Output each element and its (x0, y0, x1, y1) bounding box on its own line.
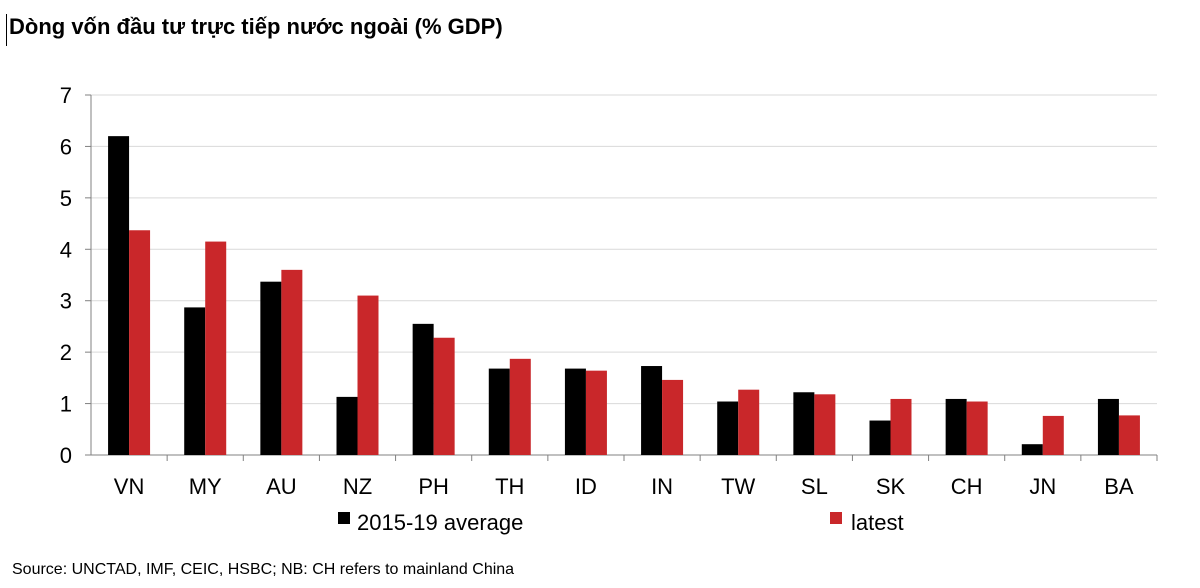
y-tick-label: 0 (60, 443, 72, 468)
bar-avg-id (564, 368, 586, 455)
bar-latest-th (509, 358, 531, 455)
x-axis-tick-labels: VN MY AU NZ PH TH ID IN TW SL SK CH JN BA (114, 474, 1134, 499)
bar-avg-th (488, 368, 510, 455)
x-tick-label: TH (495, 474, 524, 499)
bar-avg-sk (869, 420, 891, 455)
x-tick-label: CH (951, 474, 983, 499)
bar-avg-nz (336, 396, 358, 455)
bar-avg-ch (945, 398, 967, 455)
bar-avg-my (184, 307, 206, 455)
bar-avg-vn (108, 136, 130, 455)
legend-swatch-latest (830, 512, 842, 524)
bar-latest-nz (357, 295, 379, 455)
bar-avg-in (641, 366, 663, 455)
x-tick-label: MY (189, 474, 222, 499)
bar-latest-ph (433, 337, 455, 455)
bar-latest-sl (814, 394, 836, 455)
chart-title: Dòng vốn đầu tư trực tiếp nước ngoài (% … (9, 14, 503, 39)
bars (108, 136, 1140, 455)
x-tick-label: BA (1104, 474, 1134, 499)
x-tick-label: NZ (343, 474, 372, 499)
bar-latest-id (585, 370, 607, 455)
bar-latest-sk (890, 398, 912, 455)
bar-latest-in (662, 379, 684, 455)
y-tick-label: 1 (60, 392, 72, 417)
bar-latest-ba (1118, 415, 1140, 455)
x-tick-label: SK (876, 474, 906, 499)
x-tick-label: SL (801, 474, 828, 499)
title-cursor-bar (6, 14, 7, 46)
y-tick-label: 5 (60, 186, 72, 211)
bar-avg-ph (412, 323, 434, 455)
bar-latest-ch (966, 401, 988, 455)
bar-latest-tw (738, 389, 760, 455)
legend-label-latest: latest (851, 510, 904, 535)
bar-latest-my (205, 241, 227, 455)
x-tick-label: IN (651, 474, 673, 499)
bar-avg-au (260, 281, 282, 455)
legend-swatch-avg (338, 512, 350, 524)
source-note: Source: UNCTAD, IMF, CEIC, HSBC; NB: CH … (12, 561, 515, 578)
bar-avg-ba (1097, 398, 1119, 455)
legend: 2015-19 average latest (338, 510, 904, 535)
y-tick-label: 2 (60, 340, 72, 365)
legend-label-avg: 2015-19 average (357, 510, 523, 535)
bar-avg-sl (793, 392, 815, 455)
x-tick-label: AU (266, 474, 297, 499)
bar-latest-vn (129, 230, 151, 455)
y-axis-tick-labels: 0 1 2 3 4 5 6 7 (60, 83, 72, 468)
x-tick-label: ID (575, 474, 597, 499)
axes (85, 94, 1158, 461)
bar-latest-au (281, 269, 303, 455)
grid-lines (91, 94, 1157, 405)
y-tick-label: 3 (60, 289, 72, 314)
y-tick-label: 4 (60, 237, 72, 262)
x-tick-label: PH (418, 474, 449, 499)
bar-avg-tw (717, 401, 739, 455)
y-tick-label: 7 (60, 83, 72, 108)
x-tick-label: JN (1029, 474, 1056, 499)
x-tick-label: TW (721, 474, 755, 499)
bar-latest-jn (1042, 415, 1064, 455)
y-tick-label: 6 (60, 134, 72, 159)
x-tick-label: VN (114, 474, 145, 499)
bar-avg-jn (1021, 444, 1043, 455)
